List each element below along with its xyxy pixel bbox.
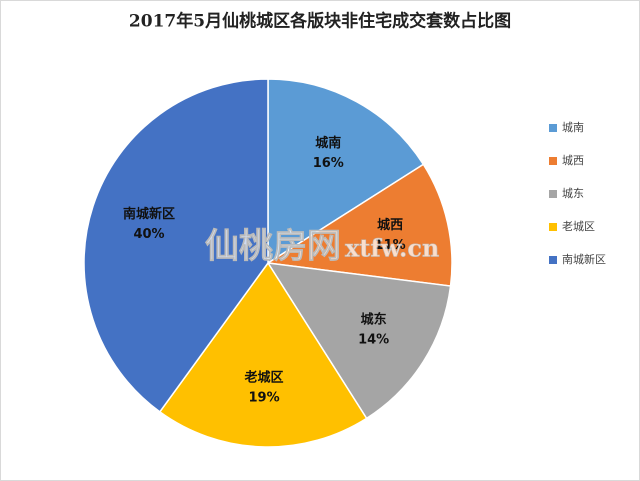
legend-swatch: [549, 223, 557, 231]
legend-label: 城西: [562, 154, 584, 167]
legend-swatch: [549, 256, 557, 264]
watermark: xtfw.cn: [345, 234, 439, 263]
pie-slice: [267, 78, 425, 265]
value-label: 40%: [133, 227, 164, 242]
legend-label: 城东: [562, 187, 584, 200]
value-label: 16%: [313, 156, 344, 171]
legend-swatch: [549, 190, 557, 198]
slice-label: 城西: [377, 217, 403, 233]
slice-label: 城南: [315, 135, 341, 151]
slice-label: 城东: [361, 312, 387, 328]
labels: 城南 16% 城西 11% 城东 14% 老城区 19% 南城新区 40%: [123, 135, 406, 406]
pie-slice: [266, 262, 452, 420]
chart-title: 2017年5月仙桃城区各版块非住宅成交套数占比图: [129, 11, 511, 32]
value-label: 11%: [375, 238, 406, 253]
legend-swatch: [549, 124, 557, 132]
pie-slice: [158, 261, 368, 448]
pie-slice: [83, 78, 269, 413]
legend-label: 南城新区: [562, 252, 606, 266]
pie: [83, 78, 453, 448]
legend-label: 城南: [562, 121, 584, 134]
slice-label: 老城区: [244, 370, 284, 386]
legend-swatch: [549, 157, 557, 165]
value-label: 19%: [249, 391, 280, 406]
legend-label: 老城区: [562, 220, 595, 233]
value-label: 14%: [358, 333, 389, 348]
slice-label: 南城新区: [123, 206, 175, 222]
pie-slice: [265, 163, 453, 287]
watermark: 仙桃房网: [205, 227, 341, 267]
